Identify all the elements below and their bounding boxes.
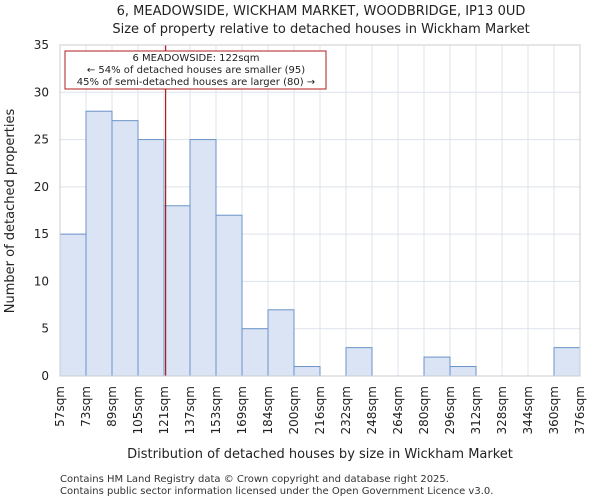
x-tick-label: 73sqm (79, 386, 93, 427)
y-axis-label: Number of detached properties (3, 109, 18, 314)
x-tick-label: 344sqm (521, 386, 535, 434)
x-tick-label: 280sqm (417, 386, 431, 434)
footer-line-2: Contains public sector information licen… (60, 486, 493, 497)
x-tick-label: 184sqm (261, 386, 275, 434)
x-tick-label: 89sqm (105, 386, 119, 427)
y-tick-label: 15 (34, 227, 49, 241)
annotation-box-frame (64, 50, 327, 90)
x-tick-label: 296sqm (443, 386, 457, 434)
y-tick-label: 0 (41, 369, 49, 383)
bar (267, 309, 295, 377)
y-tick-label: 10 (34, 274, 49, 288)
y-tick-label: 20 (34, 180, 49, 194)
bar (293, 366, 321, 377)
annotation-box: 6 MEADOWSIDE: 122sqm ← 54% of detached h… (64, 50, 327, 90)
bar (423, 356, 451, 377)
footer-line-1: Contains HM Land Registry data © Crown c… (60, 474, 449, 485)
annotation-line-2: ← 54% of detached houses are smaller (95… (87, 65, 305, 76)
x-axis-label: Distribution of detached houses by size … (127, 447, 513, 462)
bars (59, 110, 581, 377)
bar (59, 233, 87, 377)
x-tick-label: 121sqm (157, 386, 171, 434)
y-tick-label: 35 (34, 38, 49, 52)
x-tick-label: 312sqm (469, 386, 483, 434)
x-tick-label: 57sqm (53, 386, 67, 427)
annotation-line-3: 45% of semi-detached houses are larger (… (77, 77, 315, 88)
x-tick-label: 328sqm (495, 386, 509, 434)
x-tick-label: 376sqm (573, 386, 587, 434)
y-tick-label: 30 (34, 85, 49, 99)
bar (215, 214, 243, 377)
bar (449, 366, 477, 377)
x-tick-label: 216sqm (313, 386, 327, 434)
x-tick-label: 232sqm (339, 386, 353, 434)
annotation-line-1: 6 MEADOWSIDE: 122sqm (132, 53, 259, 64)
bar (137, 139, 165, 377)
bar (345, 347, 373, 377)
bar (85, 110, 113, 377)
bar (111, 120, 139, 377)
x-tick-label: 360sqm (547, 386, 561, 434)
bar (553, 347, 581, 377)
x-tick-label: 264sqm (391, 386, 405, 434)
x-tick-label: 105sqm (131, 386, 145, 434)
x-tick-labels: 57sqm 73sqm 89sqm 105sqm 121sqm 137sqm 153sqm 1… (53, 386, 587, 434)
y-tick-label: 5 (41, 322, 49, 336)
x-tick-label: 169sqm (235, 386, 249, 434)
bar (163, 205, 191, 377)
y-tick-labels: 0 5 10 15 20 25 30 35 (34, 38, 49, 383)
x-tick-label: 153sqm (209, 386, 223, 434)
chart-title: 6, MEADOWSIDE, WICKHAM MARKET, WOODBRIDG… (117, 4, 526, 19)
bar (241, 328, 269, 377)
y-tick-label: 25 (34, 133, 49, 147)
plot-frame (59, 44, 581, 377)
bar (189, 139, 217, 377)
chart-subtitle: Size of property relative to detached ho… (112, 22, 529, 37)
x-tick-label: 248sqm (365, 386, 379, 434)
x-tick-label: 200sqm (287, 386, 301, 434)
x-tick-label: 137sqm (183, 386, 197, 434)
